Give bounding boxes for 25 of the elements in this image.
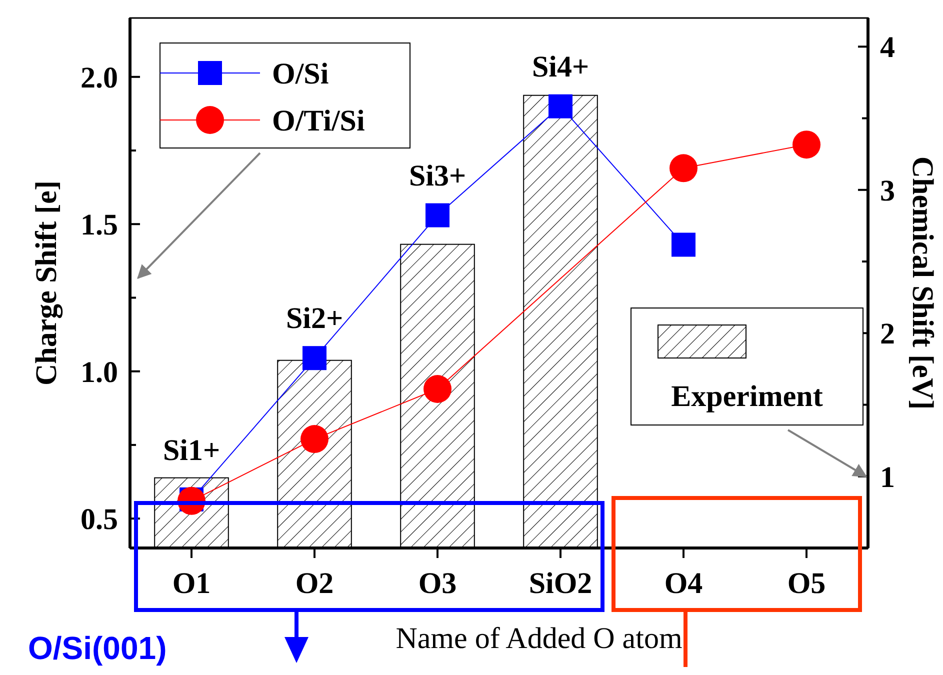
annotation: Si1+ bbox=[162, 434, 220, 467]
legend-label: O/Si bbox=[272, 58, 329, 90]
x-tick-label: O4 bbox=[664, 567, 703, 600]
legend-label: O/Ti/Si bbox=[272, 104, 365, 138]
x-axis-title: Name of Added O atom bbox=[396, 622, 682, 655]
annotation: Si2+ bbox=[286, 302, 344, 336]
y-tick-label: 0.5 bbox=[80, 503, 118, 536]
y2-tick-label: 2 bbox=[880, 318, 895, 351]
y2-tick-label: 3 bbox=[880, 174, 895, 208]
x-tick-label: O5 bbox=[787, 567, 826, 600]
y2-tick-label: 1 bbox=[880, 460, 895, 494]
y-tick-label: 1.0 bbox=[80, 356, 118, 389]
y2-tick-label: 4 bbox=[880, 31, 895, 64]
legend-panel: Experiment bbox=[630, 308, 864, 426]
x-tick-label: SiO2 bbox=[528, 567, 592, 600]
y-tick-label: 1.5 bbox=[80, 208, 118, 242]
y2-axis-title: Chemical Shift [eV] bbox=[906, 156, 939, 410]
text: O/Si(001) bbox=[28, 630, 167, 666]
y-tick-label: 2.0 bbox=[80, 61, 118, 94]
annotation: Si3+ bbox=[408, 159, 466, 192]
x-tick-label: O2 bbox=[295, 567, 334, 600]
y-axis-title: Charge Shift [e] bbox=[30, 180, 63, 386]
annotation: Si4+ bbox=[532, 50, 590, 84]
x-tick-label: O3 bbox=[418, 567, 457, 600]
x-tick-label: O1 bbox=[172, 567, 211, 600]
